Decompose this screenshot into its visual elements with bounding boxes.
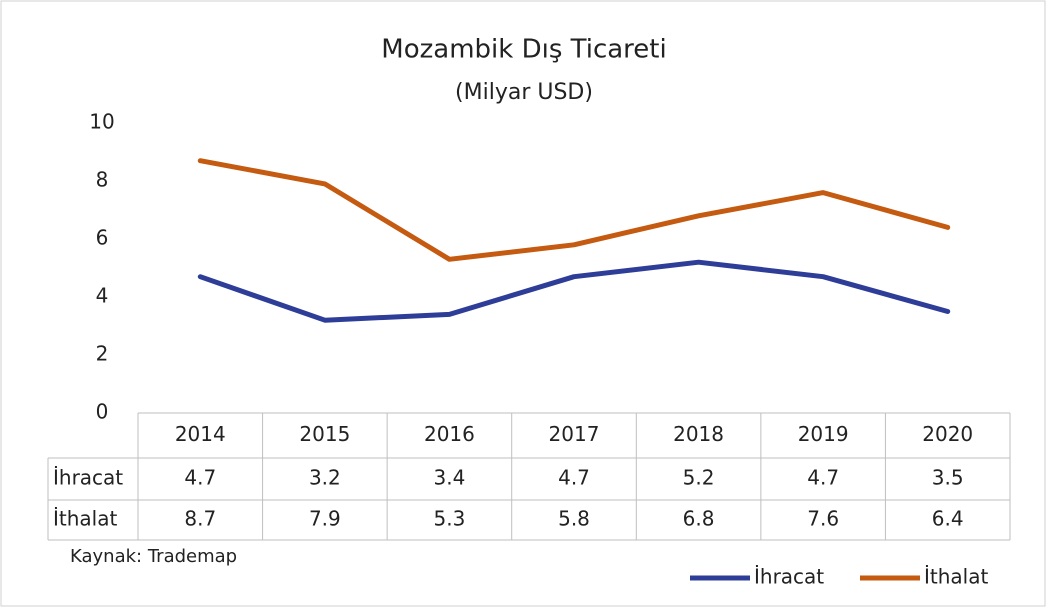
table-cell: 8.7 [184, 507, 216, 531]
table-cell: 5.2 [683, 466, 715, 490]
x-tick-label: 2019 [798, 422, 849, 446]
x-tick-label: 2018 [673, 422, 724, 446]
table-cell: 4.7 [558, 466, 590, 490]
x-tick-label: 2017 [549, 422, 600, 446]
chart-title: Mozambik Dış Ticareti [381, 35, 666, 65]
table-cell: 6.4 [932, 507, 964, 531]
table-cell: 3.2 [309, 466, 341, 490]
table-cell: 4.7 [807, 466, 839, 490]
table-cell: 5.8 [558, 507, 590, 531]
series-line [197, 158, 951, 262]
table-cell: 5.3 [434, 507, 466, 531]
chart-subtitle: (Milyar USD) [455, 80, 593, 105]
table-cell: 7.6 [807, 507, 839, 531]
y-tick-label: 8 [96, 168, 109, 192]
y-tick-label: 6 [96, 226, 109, 250]
series-line [197, 259, 951, 323]
table-cell: 6.8 [683, 507, 715, 531]
y-tick-label: 4 [96, 284, 109, 308]
table-row-header: İthalat [53, 507, 117, 531]
legend-label: İthalat [924, 565, 988, 589]
x-tick-label: 2016 [424, 422, 475, 446]
y-tick-label: 0 [96, 400, 109, 424]
x-tick-label: 2015 [299, 422, 350, 446]
x-tick-label: 2020 [922, 422, 973, 446]
table-cell: 7.9 [309, 507, 341, 531]
source-note: Kaynak: Trademap [70, 546, 237, 567]
table-cell: 3.4 [434, 466, 466, 490]
x-tick-label: 2014 [175, 422, 226, 446]
legend-label: İhracat [754, 565, 824, 589]
table-cell: 3.5 [932, 466, 964, 490]
table-cell: 4.7 [184, 466, 216, 490]
y-tick-label: 10 [89, 110, 114, 134]
y-tick-label: 2 [96, 342, 109, 366]
table-row-header: İhracat [53, 466, 123, 490]
